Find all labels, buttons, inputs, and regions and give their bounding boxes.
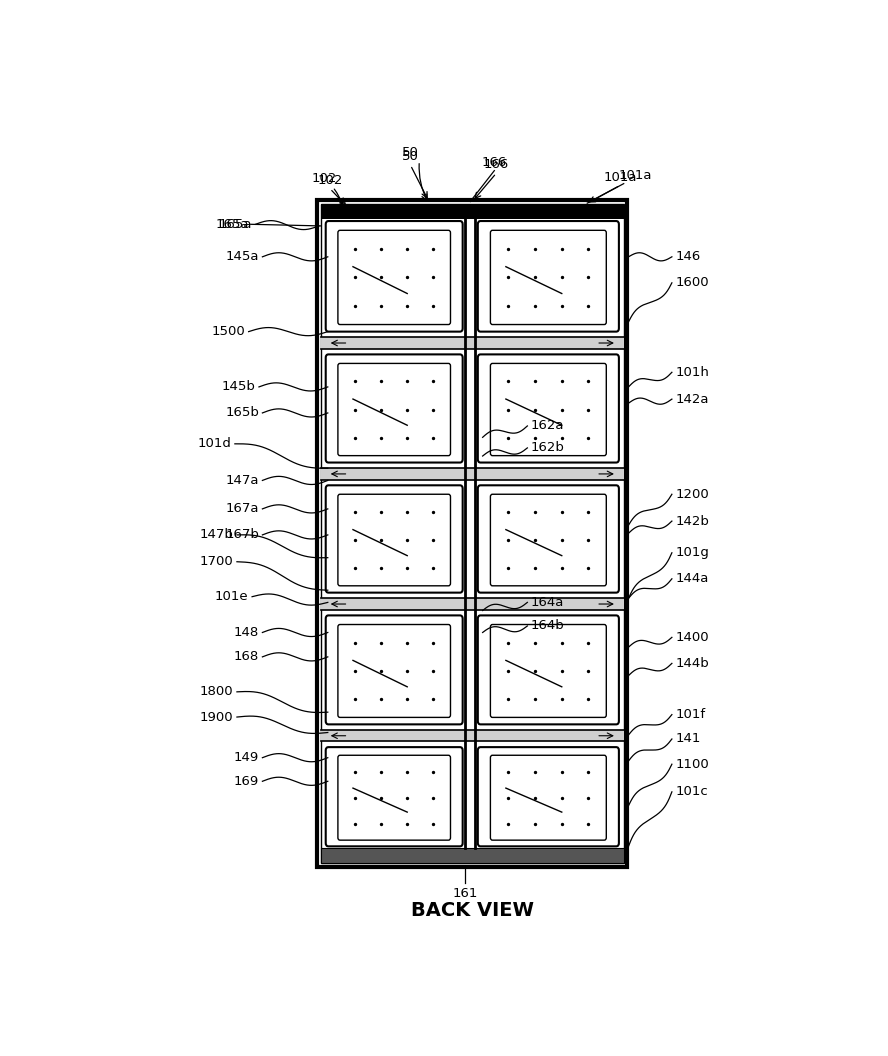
FancyBboxPatch shape [490,363,607,455]
Text: 1100: 1100 [675,758,710,771]
Bar [321,848,623,863]
Text: 165b: 165b [225,407,259,419]
FancyBboxPatch shape [338,363,450,455]
Bar [321,599,623,609]
Text: 50: 50 [402,150,419,164]
Text: 169: 169 [234,775,259,788]
Bar [321,204,623,219]
Text: 50: 50 [402,146,419,159]
Text: 101a: 101a [619,169,653,182]
Text: 145b: 145b [222,380,256,394]
Text: 144a: 144a [675,572,709,585]
Text: 101f: 101f [675,709,705,721]
Text: 165a: 165a [215,218,249,231]
Text: 1600: 1600 [675,277,709,289]
Text: 167b: 167b [225,528,259,542]
FancyBboxPatch shape [490,494,607,586]
Text: 146: 146 [675,250,701,263]
FancyBboxPatch shape [326,748,463,846]
Text: 101e: 101e [215,590,249,603]
FancyBboxPatch shape [326,486,463,592]
Text: 1200: 1200 [675,488,710,501]
FancyBboxPatch shape [478,616,619,724]
Text: 102: 102 [312,172,337,185]
FancyBboxPatch shape [338,624,450,717]
FancyBboxPatch shape [490,624,607,717]
Text: 102: 102 [317,174,343,187]
FancyBboxPatch shape [478,221,619,332]
Text: 1900: 1900 [200,711,234,723]
FancyBboxPatch shape [326,221,463,332]
Text: 166: 166 [481,156,507,169]
Text: 1800: 1800 [200,685,234,698]
Text: 1500: 1500 [211,325,245,338]
Bar [321,204,623,863]
Bar [318,200,627,867]
Text: 147a: 147a [226,474,259,487]
FancyBboxPatch shape [326,616,463,724]
FancyBboxPatch shape [338,755,450,841]
FancyBboxPatch shape [490,755,607,841]
Text: 148: 148 [234,626,259,639]
FancyBboxPatch shape [478,486,619,592]
Text: 101d: 101d [197,437,232,450]
Bar [321,337,623,348]
FancyBboxPatch shape [338,494,450,586]
Text: 161: 161 [453,887,478,900]
Text: 168: 168 [234,650,259,663]
Bar [321,468,623,479]
Text: 147b: 147b [200,528,234,542]
FancyBboxPatch shape [326,355,463,463]
FancyBboxPatch shape [478,355,619,463]
Text: 101c: 101c [675,786,708,798]
Text: 149: 149 [234,751,259,765]
Text: 165a: 165a [218,218,252,231]
Text: 101h: 101h [675,365,710,379]
Text: 166: 166 [484,158,509,171]
Text: 162a: 162a [531,419,564,433]
Text: 144b: 144b [675,657,710,670]
Text: 142a: 142a [675,393,709,406]
FancyBboxPatch shape [338,230,450,324]
Text: 145a: 145a [226,250,259,263]
Text: 167a: 167a [226,503,259,515]
Bar [321,730,623,741]
Text: 164a: 164a [531,596,564,609]
Text: 1700: 1700 [200,555,234,568]
Text: 101g: 101g [675,546,710,560]
Text: 142b: 142b [675,514,710,528]
FancyBboxPatch shape [478,748,619,846]
Text: 162b: 162b [531,441,565,454]
FancyBboxPatch shape [490,230,607,324]
Text: 141: 141 [675,733,701,746]
Text: BACK VIEW: BACK VIEW [411,901,534,920]
Text: 1400: 1400 [675,630,709,644]
Text: 101a: 101a [604,171,637,184]
Text: 164b: 164b [531,620,565,633]
